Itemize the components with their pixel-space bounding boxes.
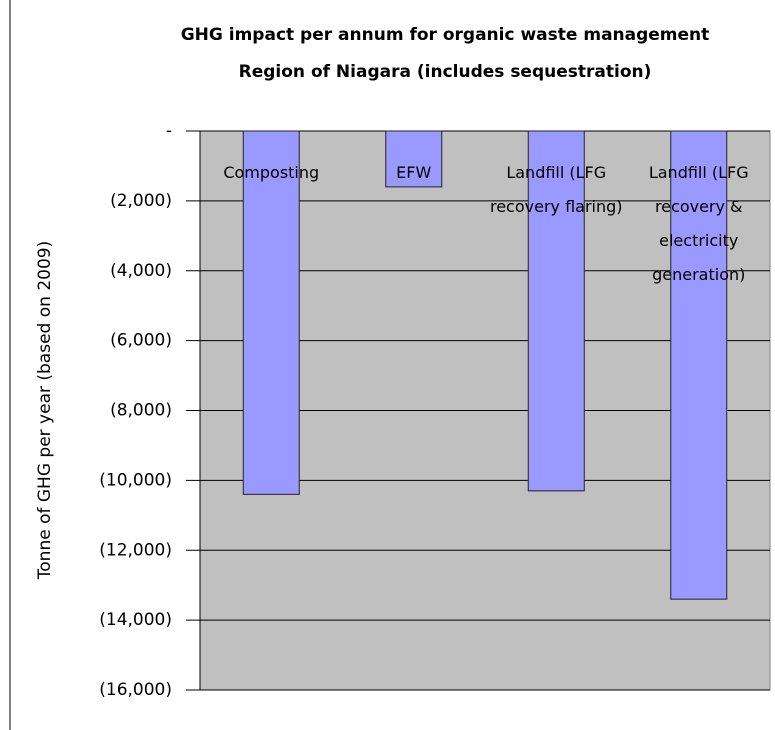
y-tick-label: (2,000) xyxy=(110,191,172,211)
y-tick-label: (14,000) xyxy=(99,610,172,630)
x-tick-label: Composting xyxy=(223,163,320,182)
chart-title: GHG impact per annum for organic waste m… xyxy=(181,25,710,45)
bar xyxy=(242,130,300,495)
bar xyxy=(527,130,585,492)
bar xyxy=(385,130,443,188)
y-tick-label: (6,000) xyxy=(110,331,172,351)
chart-subtitle: Region of Niagara (includes sequestratio… xyxy=(239,62,652,82)
x-tick-label: Landfill (LFG recovery flaring) xyxy=(489,163,623,216)
y-tick-label: (12,000) xyxy=(99,540,172,560)
x-tick-label: Landfill (LFG recovery & electricity gen… xyxy=(648,163,749,284)
y-tick-label: (16,000) xyxy=(99,680,172,700)
x-tick-label: EFW xyxy=(396,163,432,182)
y-tick-label: (4,000) xyxy=(110,261,172,281)
y-tick-label: (8,000) xyxy=(110,401,172,421)
y-axis-label: Tonne of GHG per year (based on 2009) xyxy=(35,241,55,580)
bar xyxy=(670,130,728,600)
y-tick-label: - xyxy=(166,121,172,141)
y-tick-label: (10,000) xyxy=(99,470,172,490)
